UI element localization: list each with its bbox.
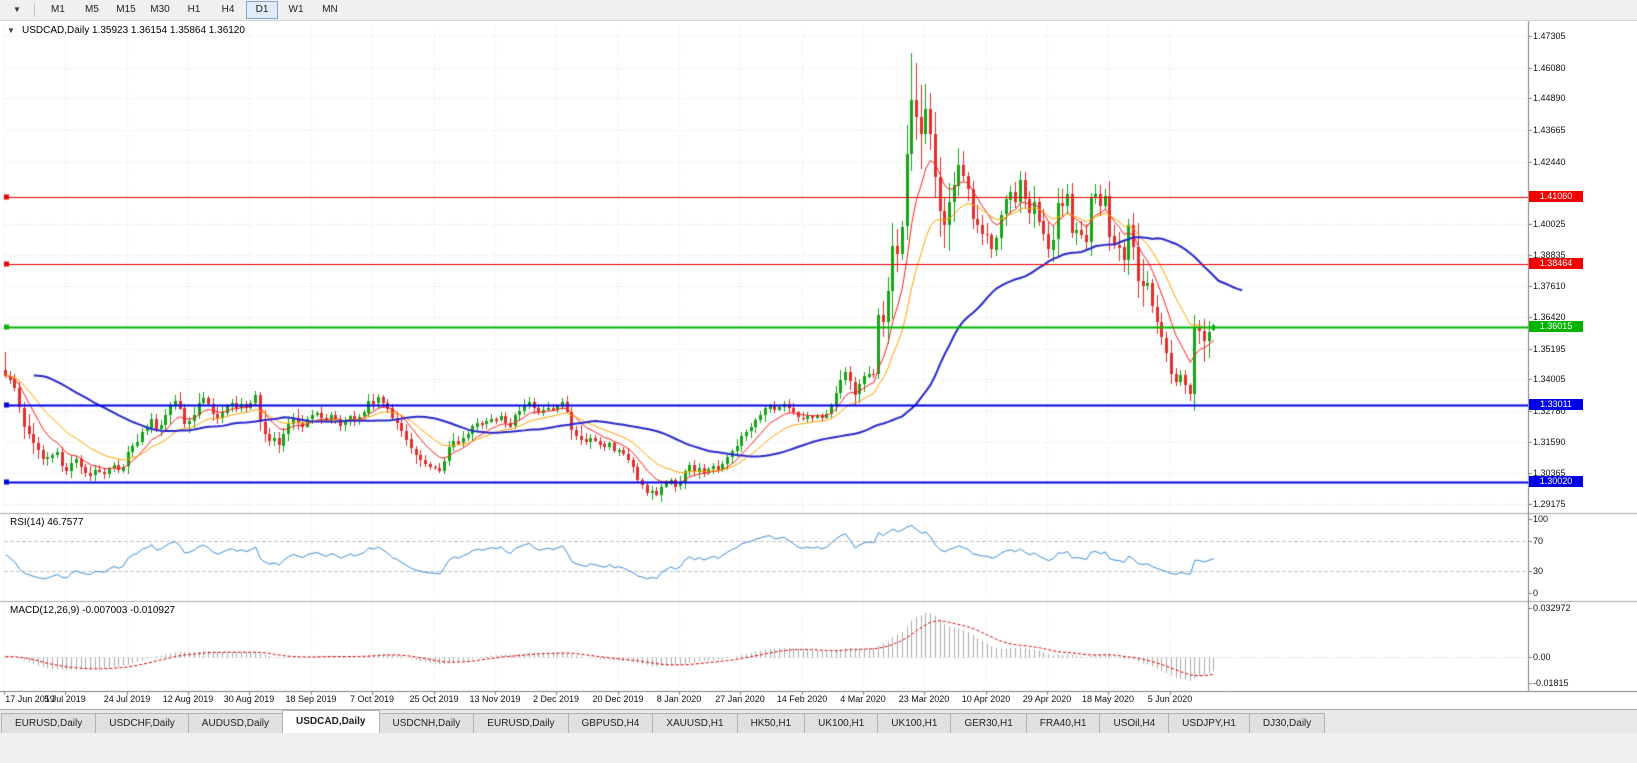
price-axis-label: 1.46080 bbox=[1533, 63, 1566, 73]
rsi-indicator-label: RSI(14) 46.7577 bbox=[10, 517, 84, 528]
price-line-badge: 1.41060 bbox=[1529, 191, 1583, 202]
date-axis-label: 17 Jun 2019 bbox=[5, 694, 55, 704]
price-axis-label: 1.38835 bbox=[1533, 250, 1566, 260]
timeframe-button-m1[interactable]: M1 bbox=[51, 4, 65, 15]
chart-tab-usoil-h4[interactable]: USOil,H4 bbox=[1099, 713, 1170, 733]
chart-tab-ger30-h1[interactable]: GER30,H1 bbox=[950, 713, 1027, 733]
date-axis-label: 8 Jan 2020 bbox=[656, 694, 702, 704]
date-axis-label: 23 Mar 2020 bbox=[898, 694, 950, 704]
rsi-axis-label: 70 bbox=[1533, 536, 1544, 546]
macd-axis-label: 0.032972 bbox=[1533, 603, 1571, 613]
chart-tab-eurusd-daily[interactable]: EURUSD,Daily bbox=[473, 713, 569, 733]
price-axis-label: 1.40025 bbox=[1533, 219, 1566, 229]
date-axis-label: 5 Jul 2019 bbox=[44, 694, 86, 704]
date-axis-label: 18 Sep 2019 bbox=[285, 694, 337, 704]
date-axis-label: 5 Jun 2020 bbox=[1147, 694, 1193, 704]
chart-tab-fra40-h1[interactable]: FRA40,H1 bbox=[1025, 713, 1101, 733]
price-axis-label: 1.30365 bbox=[1533, 468, 1566, 478]
timeframe-button-h1[interactable]: H1 bbox=[187, 4, 201, 15]
price-axis-label: 1.43665 bbox=[1533, 125, 1566, 135]
price-line-badge: 1.30020 bbox=[1529, 476, 1583, 487]
date-axis-label: 4 Mar 2020 bbox=[840, 694, 886, 704]
chart-tab-usdcnh-daily[interactable]: USDCNH,Daily bbox=[378, 713, 475, 733]
date-axis-label: 13 Nov 2019 bbox=[469, 694, 521, 704]
price-axis-label: 1.34005 bbox=[1533, 374, 1566, 384]
price-axis-label: 1.31590 bbox=[1533, 437, 1566, 447]
chart-tab-uk100-h1[interactable]: UK100,H1 bbox=[804, 713, 879, 733]
timeframe-button-m5[interactable]: M5 bbox=[85, 4, 99, 15]
date-axis-label: 2 Dec 2019 bbox=[532, 694, 580, 704]
timeframe-button-mn[interactable]: MN bbox=[322, 4, 338, 15]
price-line-badge: 1.33011 bbox=[1529, 399, 1583, 410]
chart-tab-uk100-h1[interactable]: UK100,H1 bbox=[877, 713, 952, 733]
top-toolbar: ▼ M1 M5 M15 M30 H1 H4 D1 W1 MN bbox=[0, 0, 1637, 21]
macd-axis-label: 0.00 bbox=[1533, 652, 1551, 662]
chart-menu-dropdown-icon[interactable]: ▼ bbox=[13, 5, 21, 14]
date-axis-label: 27 Jan 2020 bbox=[715, 694, 765, 704]
date-axis-label: 24 Jul 2019 bbox=[103, 694, 151, 704]
chart-tab-dj30-daily[interactable]: DJ30,Daily bbox=[1248, 713, 1326, 733]
price-line-badge: 1.38464 bbox=[1529, 258, 1583, 269]
chart-tab-usdchf-daily[interactable]: USDCHF,Daily bbox=[95, 713, 189, 733]
bottom-tab-bar: EURUSD,Daily USDCHF,Daily AUDUSD,Daily USDC… bbox=[0, 709, 1637, 733]
date-axis-label: 7 Oct 2019 bbox=[349, 694, 395, 704]
chart-tab-usdcad-daily[interactable]: USDCAD,Daily bbox=[282, 710, 380, 733]
toolbar-separator bbox=[34, 3, 35, 17]
price-axis-label: 1.36420 bbox=[1533, 312, 1566, 322]
chart-tab-usdjpy-h1[interactable]: USDJPY,H1 bbox=[1168, 713, 1250, 733]
timeframe-button-d1[interactable]: D1 bbox=[246, 1, 278, 19]
chart-tab-xauusd-h1[interactable]: XAUUSD,H1 bbox=[652, 713, 738, 733]
macd-indicator-label: MACD(12,26,9) -0.007003 -0.010927 bbox=[10, 605, 176, 616]
date-axis-label: 29 Apr 2020 bbox=[1022, 694, 1072, 704]
rsi-axis-label: 30 bbox=[1533, 566, 1544, 576]
price-axis-label: 1.37610 bbox=[1533, 281, 1566, 291]
date-axis-label: 14 Feb 2020 bbox=[776, 694, 828, 704]
chart-tab-audusd-daily[interactable]: AUDUSD,Daily bbox=[187, 713, 284, 733]
chart-dropdown-icon[interactable]: ▼ bbox=[7, 26, 15, 35]
chart-tab-gbpusd-h4[interactable]: GBPUSD,H4 bbox=[567, 713, 654, 733]
date-axis-label: 18 May 2020 bbox=[1081, 694, 1135, 704]
timeframe-button-h4[interactable]: H4 bbox=[221, 4, 235, 15]
date-axis-label: 10 Apr 2020 bbox=[961, 694, 1011, 704]
rsi-axis-label: 0 bbox=[1533, 588, 1539, 598]
date-axis-label: 25 Oct 2019 bbox=[409, 694, 459, 704]
price-axis-label: 1.47305 bbox=[1533, 31, 1566, 41]
macd-axis-label: -0.01815 bbox=[1533, 678, 1569, 688]
date-axis-label: 12 Aug 2019 bbox=[162, 694, 214, 704]
price-axis-label: 1.35195 bbox=[1533, 344, 1566, 354]
price-axis-label: 1.44890 bbox=[1533, 93, 1566, 103]
price-axis-label: 1.32780 bbox=[1533, 406, 1566, 416]
price-axis-label: 1.29175 bbox=[1533, 499, 1566, 509]
date-axis-label: 20 Dec 2019 bbox=[592, 694, 644, 704]
rsi-axis-label: 100 bbox=[1533, 514, 1549, 524]
date-axis-label: 30 Aug 2019 bbox=[223, 694, 275, 704]
timeframe-button-m15[interactable]: M15 bbox=[116, 4, 136, 15]
timeframe-button-w1[interactable]: W1 bbox=[288, 4, 304, 15]
chart-tab-hk50-h1[interactable]: HK50,H1 bbox=[736, 713, 806, 733]
chart-tab-eurusd-daily[interactable]: EURUSD,Daily bbox=[1, 713, 97, 733]
price-axis-label: 1.42440 bbox=[1533, 157, 1566, 167]
timeframe-button-m30[interactable]: M30 bbox=[150, 4, 170, 15]
chart-ohlc-label: USDCAD,Daily 1.35923 1.36154 1.35864 1.3… bbox=[22, 25, 245, 36]
price-line-badge: 1.36015 bbox=[1529, 321, 1583, 332]
